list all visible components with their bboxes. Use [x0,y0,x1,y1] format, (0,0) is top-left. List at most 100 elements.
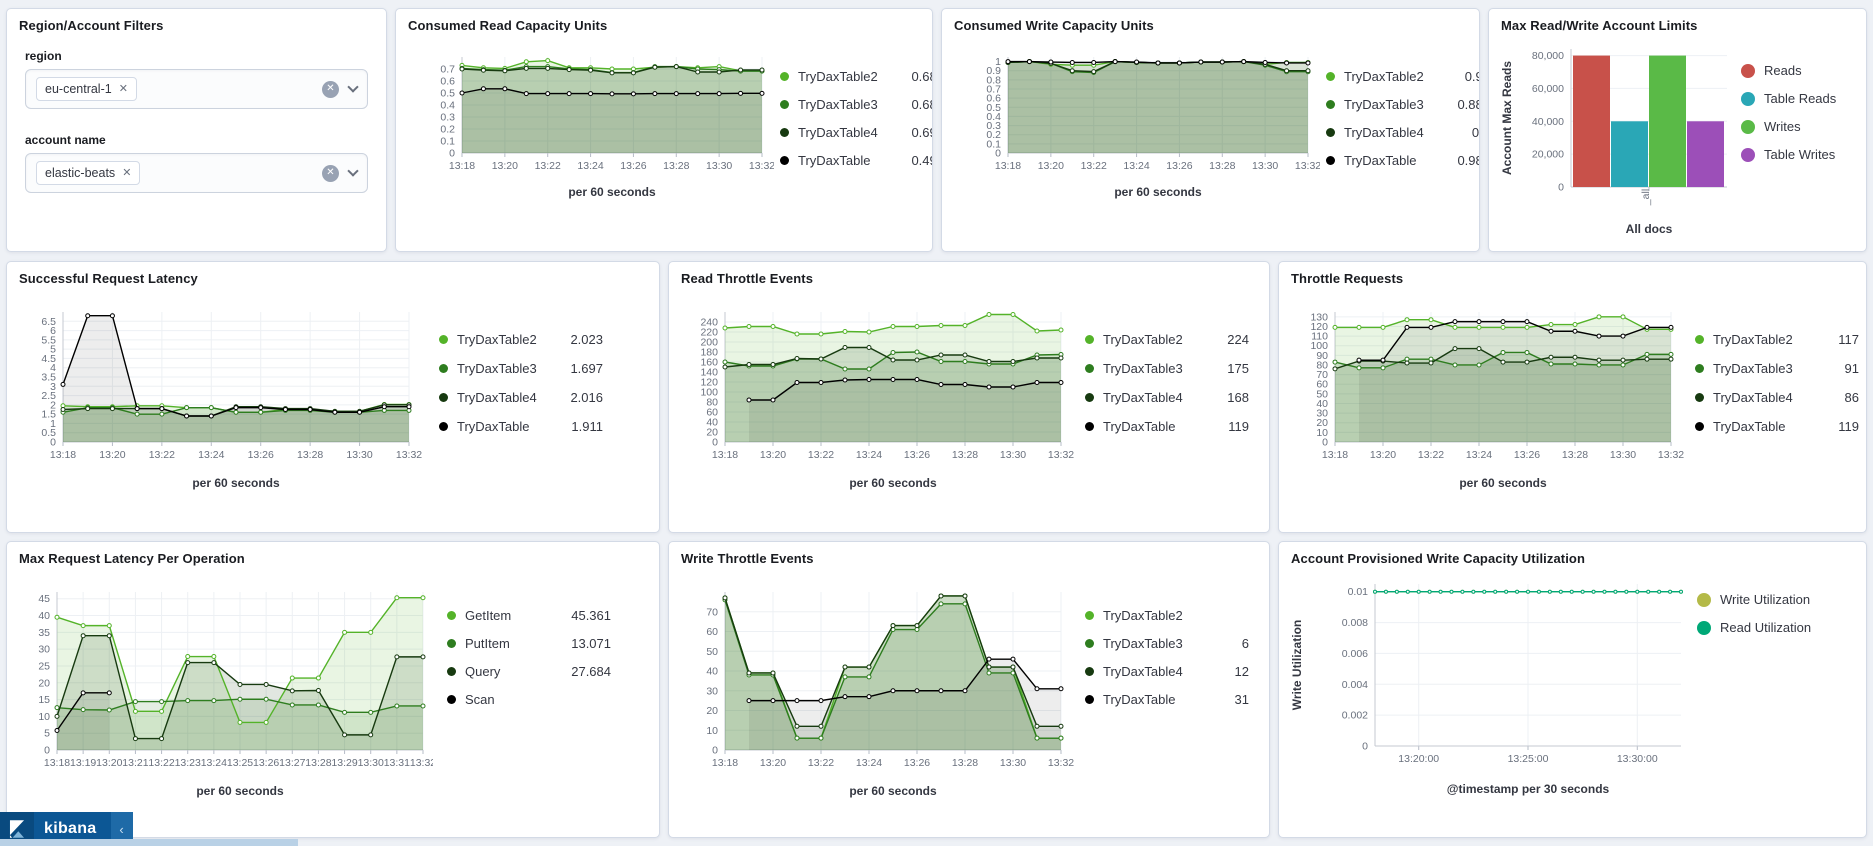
legend-item-trydaxtable3[interactable]: TryDaxTable3 0.682 [780,97,932,112]
chart-legend: TryDaxTable2 224 TryDaxTable3 175 TryDaxTabl… [1085,332,1249,448]
legend-item-trydaxtable4[interactable]: TryDaxTable4 12 [1085,664,1249,679]
legend-item-trydaxtable[interactable]: TryDaxTable 1.911 [439,419,603,434]
legend-dot [1697,592,1711,607]
legend-value: 12 [1234,664,1249,679]
legend-item-trydaxtable3[interactable]: TryDaxTable3 0.889 [1326,97,1479,112]
region-selected-pill[interactable]: eu-central-1 ✕ [36,77,137,101]
legend-item-trydaxtable4[interactable]: TryDaxTable4 2.016 [439,390,603,405]
svg-text:13:18: 13:18 [712,757,738,769]
chart-legend: TryDaxTable2 117 TryDaxTable3 91 TryDaxTable… [1695,332,1859,448]
svg-text:0.4: 0.4 [986,111,1001,123]
legend-item-trydaxtable[interactable]: TryDaxTable 31 [1085,692,1249,707]
region-field-label: region [25,49,62,63]
legend-value: 117 [1838,332,1859,347]
legend-item-getitem[interactable]: GetItem 45.361 [447,608,611,623]
legend-dot [780,100,789,109]
nav-collapse-button[interactable]: ‹ [110,812,133,846]
region-combobox[interactable]: eu-central-1 ✕ ✕ [25,69,368,109]
svg-text:13:30: 13:30 [706,160,732,172]
legend-dot [439,422,448,431]
svg-text:40,000: 40,000 [1532,116,1564,128]
legend-item-trydaxtable2[interactable]: TryDaxTable2 224 [1085,332,1249,347]
svg-text:13:28: 13:28 [952,757,978,769]
legend-item-trydaxtable2[interactable]: TryDaxTable2 0.99 [1326,69,1479,84]
legend-item-trydaxtable4[interactable]: TryDaxTable4 0.692 [780,125,932,140]
account-selected-pill[interactable]: elastic-beats ✕ [36,161,141,185]
legend-item-trydaxtable[interactable]: TryDaxTable 119 [1085,419,1249,434]
svg-text:13:20:00: 13:20:00 [1398,753,1439,765]
legend-item-table-writes[interactable]: Table Writes [1741,147,1836,162]
legend-item-trydaxtable2[interactable]: TryDaxTable2 [1085,608,1249,623]
legend-value: 0.682 [911,97,932,112]
consumed-read-chart: 0 0.1 0.2 0.3 0.4 0.5 0.6 0.7 13:18 13:20 13:22 13:… [402,49,775,206]
svg-text:160: 160 [700,357,718,369]
legend-item-trydaxtable3[interactable]: TryDaxTable3 6 [1085,636,1249,651]
legend-item-trydaxtable[interactable]: TryDaxTable 0.497 [780,153,932,168]
legend-item-trydaxtable3[interactable]: TryDaxTable3 1.697 [439,361,603,376]
legend-dot [1695,422,1704,431]
account-combobox[interactable]: elastic-beats ✕ ✕ [25,153,368,193]
legend-item-trydaxtable4[interactable]: TryDaxTable4 168 [1085,390,1249,405]
svg-text:6: 6 [50,325,56,337]
legend-item-trydaxtable[interactable]: TryDaxTable 119 [1695,419,1859,434]
legend-label: TryDaxTable4 [457,390,537,405]
legend-dot [1326,156,1335,165]
legend-item-writes[interactable]: Writes [1741,119,1836,134]
svg-text:0.5: 0.5 [986,102,1001,114]
legend-label: GetItem [465,608,512,623]
svg-text:13:30: 13:30 [346,449,372,461]
svg-text:40: 40 [1316,398,1328,410]
legend-item-reads[interactable]: Reads [1741,63,1836,78]
legend-item-scan[interactable]: Scan [447,692,611,707]
legend-value: 45.361 [571,608,611,623]
svg-text:13:28: 13:28 [297,449,323,461]
svg-text:1.5: 1.5 [41,409,56,421]
legend-dot [439,393,448,402]
legend-item-trydaxtable4[interactable]: TryDaxTable4 86 [1695,390,1859,405]
legend-item-trydaxtable2[interactable]: TryDaxTable2 2.023 [439,332,603,347]
svg-text:13:19: 13:19 [70,757,96,769]
legend-item-trydaxtable2[interactable]: TryDaxTable2 0.685 [780,69,932,84]
svg-text:13:29: 13:29 [331,757,357,769]
legend-dot [1741,147,1755,162]
svg-text:0.1: 0.1 [440,136,455,148]
clear-account-button[interactable]: ✕ [322,164,339,182]
legend-item-trydaxtable[interactable]: TryDaxTable 0.985 [1326,153,1479,168]
legend-value: 224 [1227,332,1249,347]
legend-item-read-utilization[interactable]: Read Utilization [1697,620,1811,635]
legend-item-trydaxtable3[interactable]: TryDaxTable3 175 [1085,361,1249,376]
legend-item-write-utilization[interactable]: Write Utilization [1697,592,1811,607]
chevron-down-icon[interactable] [347,81,359,93]
account-field-label: account name [25,133,106,147]
svg-text:13:21: 13:21 [122,757,148,769]
remove-region-icon[interactable]: ✕ [118,82,128,95]
remove-account-icon[interactable]: ✕ [122,166,132,179]
write-throttle-chart: 0 10 20 30 40 50 60 70 13:18 13:20 13:22 13:24 13:26… [675,584,1075,805]
legend-item-trydaxtable2[interactable]: TryDaxTable2 117 [1695,332,1859,347]
legend-label: TryDaxTable2 [1103,332,1183,347]
svg-text:per 60 seconds: per 60 seconds [1114,185,1202,199]
legend-label: TryDaxTable4 [1713,390,1793,405]
legend-item-trydaxtable4[interactable]: TryDaxTable4 0.9 [1326,125,1479,140]
chevron-down-icon[interactable] [347,165,359,177]
svg-text:13:30:00: 13:30:00 [1617,753,1658,765]
legend-item-query[interactable]: Query 27.684 [447,664,611,679]
svg-text:4.5: 4.5 [41,353,56,365]
legend-value: 0.685 [911,69,932,84]
svg-text:0.006: 0.006 [1342,648,1368,660]
svg-text:3: 3 [50,381,56,393]
legend-item-putitem[interactable]: PutItem 13.071 [447,636,611,651]
legend-item-table-reads[interactable]: Table Reads [1741,91,1836,106]
legend-label: TryDaxTable [798,153,871,168]
panel-successful-request-latency: Successful Request Latency 0 0.5 1 1.5 2 2.5 3… [6,261,660,533]
legend-item-trydaxtable3[interactable]: TryDaxTable3 91 [1695,361,1859,376]
clear-region-button[interactable]: ✕ [322,80,339,98]
legend-dot [1085,335,1094,344]
legend-dot [1085,422,1094,431]
panel-throttle-requests: Throttle Requests 0 10 20 30 40 50 60 70 80 90 100… [1278,261,1867,533]
svg-text:0.5: 0.5 [41,427,56,439]
svg-text:13:20: 13:20 [99,449,125,461]
